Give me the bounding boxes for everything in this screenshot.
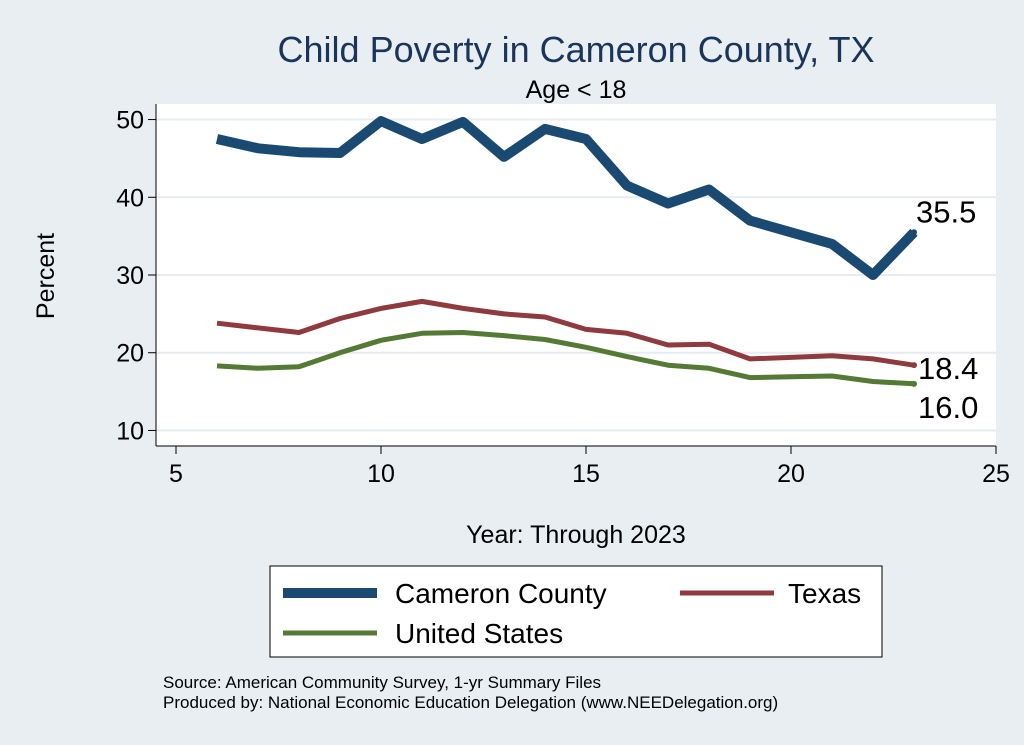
y-axis-ticks: 10 20 30 40 50 (116, 107, 156, 445)
chart-title: Child Poverty in Cameron County, TX (278, 29, 875, 70)
legend-label-united-states: United States (395, 618, 563, 649)
endpoint-texas (911, 362, 917, 369)
end-label-united-states: 16.0 (918, 390, 978, 425)
x-axis-ticks: 5 10 15 20 25 (169, 446, 1010, 488)
legend-label-cameron-county: Cameron County (395, 578, 607, 609)
x-tick-label-20: 20 (777, 460, 805, 488)
end-label-cameron-county: 35.5 (916, 194, 976, 229)
legend-box (269, 565, 883, 658)
x-tick-label-5: 5 (169, 460, 183, 488)
legend-label-texas: Texas (788, 578, 861, 609)
legend: Cameron County Texas United States (269, 565, 883, 658)
series-lines (215, 116, 918, 387)
endpoint-united-states (911, 380, 917, 387)
y-tick-label-20: 20 (116, 340, 144, 368)
source-note: Source: American Community Survey, 1-yr … (163, 673, 601, 692)
end-labels: 35.5 18.4 16.0 (916, 194, 978, 425)
chart-subtitle: Age < 18 (526, 76, 627, 104)
x-tick-label-25: 25 (982, 460, 1010, 488)
legend-entries: Cameron County Texas United States (283, 578, 861, 649)
y-tick-label-10: 10 (116, 417, 144, 445)
end-label-texas: 18.4 (918, 351, 978, 386)
y-axis-title: Percent (32, 233, 60, 319)
x-tick-label-15: 15 (572, 460, 600, 488)
y-tick-label-40: 40 (116, 184, 144, 212)
gridlines (156, 118, 996, 432)
series-line-cameron-county (215, 116, 918, 280)
series-line-united-states (216, 330, 915, 387)
x-tick-label-10: 10 (367, 460, 395, 488)
produced-by-note: Produced by: National Economic Education… (163, 693, 778, 712)
y-tick-label-30: 30 (116, 262, 144, 290)
endpoint-cameron-county (911, 229, 917, 236)
y-tick-label-50: 50 (116, 107, 144, 135)
series-line-texas (216, 298, 915, 368)
x-axis-title: Year: Through 2023 (466, 521, 686, 549)
